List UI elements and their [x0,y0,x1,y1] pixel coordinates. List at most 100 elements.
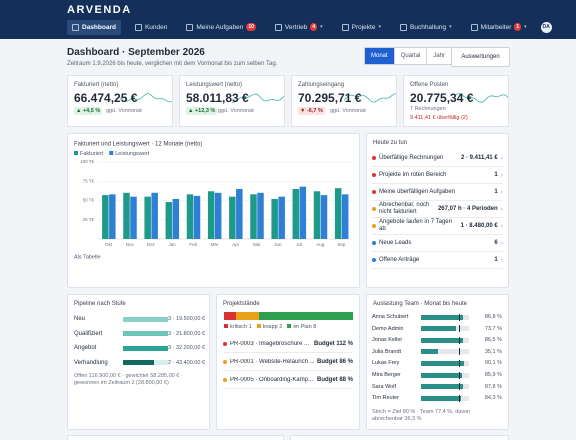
pipeline-footer: Offen 116.900,00 € · gewichtet 58.285,00… [74,373,183,386]
utilization-track [421,348,469,356]
utilization-label: 35,1 % [484,348,502,355]
tabs: Dashboard Kunden Meine Aufgaben 10 Vertrieb 4… [67,19,552,35]
x-tick-label: Jun [274,242,282,247]
status-segment [235,312,260,320]
x-tick-label: Jan [168,242,176,247]
report-button[interactable]: Auswertungen [451,47,510,67]
project-row[interactable]: PR-0003 · Imagebroschüre ... Budget 112 % [223,335,353,353]
x-tick-label: Aug [316,242,325,247]
stage-value: 3 · 21.800,00 € [168,330,206,337]
kpi-card: Zahlungseingang 70.295,71 € ▼ -6,7 % ggü. V… [291,75,397,127]
tab-icon [186,23,194,31]
card-title: Pipeline nach Stufe [74,301,126,307]
x-tick-label: Sep [337,242,346,247]
todo-value: 1 · 8.480,00 € [460,223,498,229]
utilization-track [421,325,469,333]
project-budget: Budget 86 % [316,358,353,365]
bar [313,191,321,239]
todo-list: Überfällige Rechnungen 2 · 9.411,41 € › Pro… [372,150,503,269]
nav-tab[interactable]: Projekte ▾ [337,20,386,35]
y-tick-label: 50 T€ [83,198,95,203]
todo-row[interactable]: Projekte im roten Bereich 1 › [372,167,503,184]
status-dot [372,258,376,262]
card-title: Auslastung Team · Monat bis heute [373,301,467,307]
project-row[interactable]: PR-0005 · Onboarding-Kamp... Budget 88 % [223,371,353,389]
bar [341,194,349,239]
kpi-change: ▲ +12,3 % [186,107,218,115]
x-tick-label: Okt [105,242,113,247]
legend-label: Leistungswert [115,151,149,157]
stage-label: Verhandlung [74,359,108,366]
legend-item: im Plan 8 [287,324,316,330]
bar [236,188,243,239]
utilization-bar [421,360,465,366]
tab-badge: 4 [310,23,318,31]
utilization-track [421,359,469,367]
status-dot [223,341,227,346]
status-dot [372,207,376,211]
chevron: › [500,239,503,247]
legend-swatch [256,324,261,328]
kpi-change: ▼ -6,7 % [298,107,325,115]
logo[interactable]: ARVENDA [67,4,132,16]
member-name: Jonas Keller [372,337,403,344]
target-marker [459,371,461,379]
tab-caret: ▾ [524,24,527,30]
kpi-note: ggü. Vormonat [330,108,366,114]
avatar[interactable]: DA [540,21,552,33]
nav-tab[interactable]: Meine Aufgaben 10 [181,19,261,35]
period-button[interactable]: Jahr [426,48,451,64]
todo-row[interactable]: Neue Leads 6 › [372,235,503,252]
stage-fill [123,331,168,336]
nav-tab[interactable]: Vertrieb 4 ▾ [270,19,328,35]
todo-value: 267,07 h · 4 Perioden [437,206,498,212]
team-row: Tim Reuter 84,3 % [372,393,502,403]
tab-caret: ▾ [449,24,452,30]
project-label: PR-0005 · Onboarding-Kamp... [230,376,314,383]
member-name: Anna Schubert [372,314,409,320]
bar [207,191,215,239]
bar [214,192,222,239]
status-segment [224,312,236,320]
bar [299,186,307,239]
legend-label: Fakturiert [80,151,104,157]
todo-row[interactable]: Überfällige Rechnungen 2 · 9.411,41 € › [372,150,503,167]
chevron: › [500,154,503,162]
utilization-bar [421,395,462,401]
nav-tab[interactable]: Kunden [130,20,172,35]
x-tick-label: Jul [296,242,302,247]
period-button[interactable]: Quartal [393,48,427,64]
chevron: › [500,222,503,230]
pipeline-card: Pipeline nach Stufe Offen 116.900,00 € ·… [67,294,210,430]
todo-label: Offene Anträge [379,256,420,263]
project-label: PR-0003 · Imagebroschüre ... [230,340,310,347]
kpi-label: Fakturiert (netto) [74,82,119,88]
legend-item: knapp 2 [256,324,282,330]
todo-row[interactable]: Meine überfälligen Aufgaben 1 › [372,184,503,201]
project-list: PR-0003 · Imagebroschüre ... Budget 112 %… [223,335,353,389]
x-tick-label: Apr [232,242,240,247]
todo-label: Überfällige Rechnungen [379,154,444,161]
kpi-card: Leistungswert (netto) 58.011,83 € ▲ +12,3 … [179,75,285,127]
bar [250,194,257,239]
stage-bar [123,360,168,365]
y-tick-label: 100 T€ [80,159,94,164]
utilization-label: 86,8 % [484,314,502,320]
nav-tab[interactable]: Buchhaltung ▾ [395,20,457,35]
period-button[interactable]: Monat [365,48,394,64]
table-link[interactable]: Als Tabelle [74,254,101,260]
tab-badge: 1 [514,23,522,31]
sparkline [344,93,396,103]
member-name: Lukas Frey [372,360,400,367]
team-row: Mira Berger 85,9 % [372,370,502,380]
utilization-bar [421,337,463,343]
todo-value: 2 · 9.411,41 € [460,155,498,161]
nav-tab[interactable]: Dashboard [67,19,121,35]
todo-row[interactable]: Abrechenbar, noch nicht fakturiert 267,07… [372,201,503,218]
target-marker [459,348,461,356]
tab-icon [274,23,282,31]
project-row[interactable]: PR-0001 · Website-Relaunch ... Budget 86 … [223,353,353,371]
todo-row[interactable]: Angebote laufen in 7 Tagen ab 1 · 8.480,0… [372,218,503,235]
nav-tab[interactable]: Mitarbeiter 1 ▾ [466,19,532,35]
todo-row[interactable]: Offene Anträge 1 › [372,252,503,269]
